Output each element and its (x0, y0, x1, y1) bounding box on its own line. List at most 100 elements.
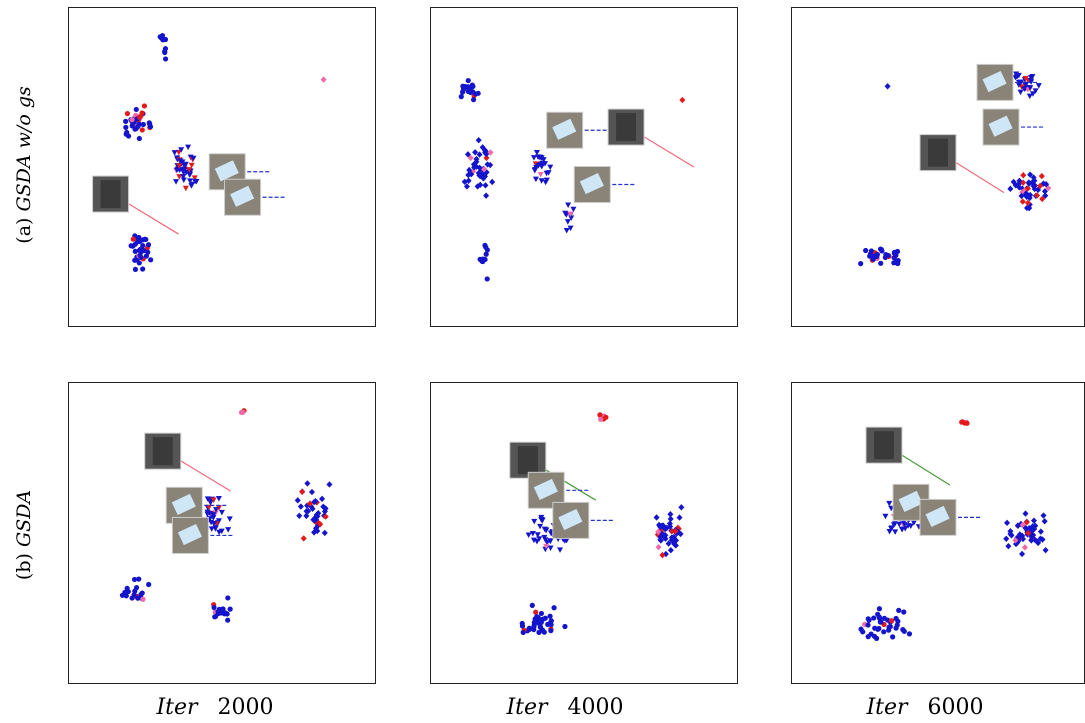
thumbnail-detail (928, 138, 948, 167)
point (1042, 546, 1049, 554)
point (884, 83, 891, 90)
point (146, 581, 152, 588)
point (303, 508, 310, 515)
point (210, 521, 217, 527)
point (858, 261, 864, 267)
point (888, 525, 895, 532)
point (563, 537, 570, 544)
point (487, 161, 494, 169)
point (1012, 182, 1019, 189)
point (1013, 74, 1020, 80)
point (1021, 187, 1028, 194)
thumbnail-detail (558, 508, 583, 531)
point (878, 619, 884, 625)
point (225, 617, 231, 623)
point (458, 94, 464, 100)
point (1014, 539, 1021, 546)
point (893, 252, 899, 258)
point (136, 114, 143, 120)
iter-word: Iter (865, 695, 909, 720)
point (459, 89, 466, 95)
point (673, 537, 680, 544)
point (483, 192, 490, 199)
point (1003, 535, 1010, 542)
thumbnail-detail (552, 118, 577, 140)
point (536, 536, 543, 542)
point (465, 177, 472, 184)
point (669, 527, 676, 535)
point (140, 121, 146, 128)
col-label: Iter 2000 (155, 695, 273, 720)
point (129, 117, 135, 123)
point (1034, 192, 1041, 199)
point (188, 183, 195, 189)
point (480, 256, 486, 262)
point (865, 622, 871, 628)
point (520, 629, 526, 636)
point (533, 539, 540, 545)
point (1041, 518, 1048, 525)
point (462, 83, 468, 90)
point (145, 249, 151, 255)
point (890, 522, 897, 528)
point (1023, 519, 1030, 526)
point (132, 588, 138, 594)
point (1021, 86, 1028, 92)
point (1016, 180, 1023, 187)
point (1015, 82, 1022, 88)
point (536, 629, 542, 636)
iter-word: Iter (155, 695, 199, 720)
point (876, 625, 882, 632)
point (297, 503, 304, 510)
point (133, 125, 139, 132)
point (874, 253, 880, 259)
thumbnail-detail (214, 160, 239, 182)
row-tag: (a) (13, 218, 35, 244)
point (1025, 529, 1032, 537)
point (139, 246, 145, 252)
point (533, 164, 540, 171)
point (881, 615, 887, 621)
point (482, 182, 489, 189)
point (657, 523, 664, 531)
point (547, 620, 553, 626)
point (140, 596, 146, 602)
point (483, 244, 489, 250)
point (470, 83, 476, 90)
point (321, 508, 328, 515)
point (1028, 537, 1035, 544)
point (225, 527, 232, 533)
point (1031, 185, 1038, 193)
point (171, 150, 178, 156)
row-name: GSDA w/o gs (13, 86, 35, 211)
point (210, 497, 217, 503)
point (470, 97, 477, 103)
point (1020, 172, 1027, 179)
point (123, 118, 129, 124)
point (547, 613, 553, 619)
point (655, 543, 662, 551)
point (473, 158, 480, 165)
point (567, 225, 574, 232)
point (876, 606, 883, 612)
point (1027, 78, 1034, 84)
point (1022, 510, 1029, 517)
thumbnail-detail (579, 173, 604, 195)
iter-word: Iter (505, 695, 549, 720)
point (215, 496, 222, 502)
thumbnail-detail (171, 493, 196, 516)
point (294, 497, 301, 504)
point (176, 174, 183, 180)
point (313, 511, 320, 519)
thumbnail-detail (925, 505, 950, 528)
point (659, 551, 666, 559)
point (211, 604, 217, 611)
point (906, 631, 913, 637)
point (676, 514, 683, 521)
point (543, 177, 550, 184)
point (655, 528, 662, 535)
point (180, 170, 187, 176)
point (673, 530, 680, 537)
point (529, 530, 536, 537)
point (487, 149, 494, 156)
